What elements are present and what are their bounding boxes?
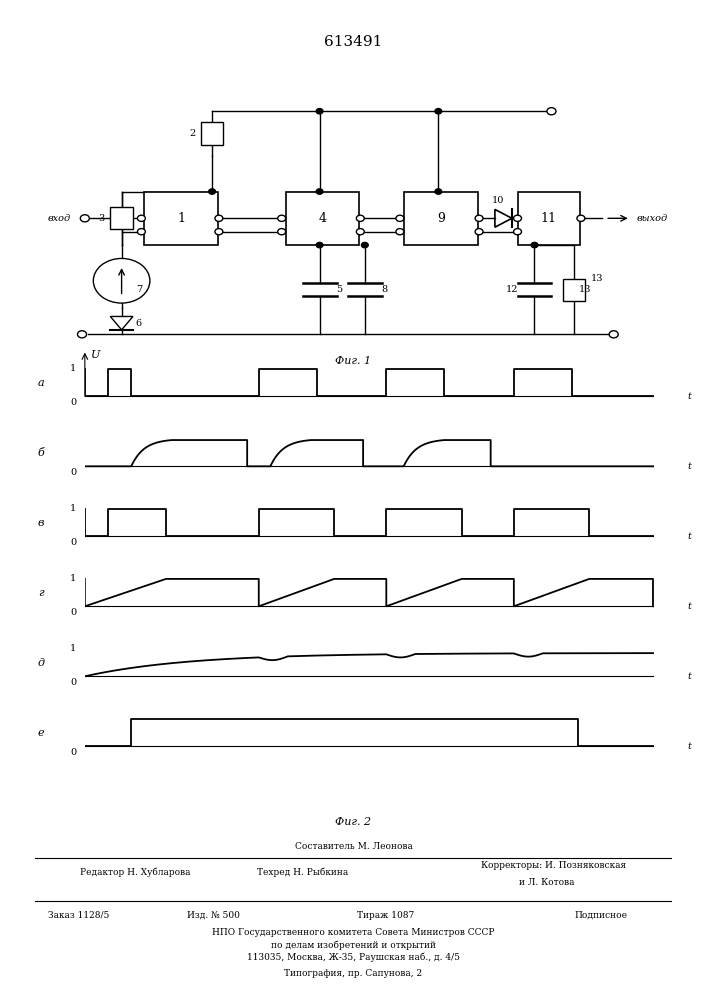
Text: б: б	[37, 448, 45, 458]
Text: Фиг. 1: Фиг. 1	[335, 356, 372, 366]
Text: Редактор Н. Хубларова: Редактор Н. Хубларова	[80, 868, 190, 877]
Bar	[518, 192, 580, 245]
Circle shape	[513, 229, 522, 235]
Text: t: t	[688, 742, 691, 751]
Text: t: t	[688, 462, 691, 471]
Circle shape	[475, 215, 483, 221]
Text: выход: выход	[636, 214, 667, 223]
Text: 4: 4	[318, 212, 327, 225]
Text: t: t	[688, 392, 691, 401]
Circle shape	[316, 189, 323, 194]
Circle shape	[137, 215, 146, 221]
Circle shape	[278, 215, 286, 221]
Text: Составитель М. Леонова: Составитель М. Леонова	[295, 842, 412, 851]
Text: 5: 5	[337, 285, 343, 294]
Circle shape	[361, 242, 368, 248]
Text: 1: 1	[177, 212, 185, 225]
Text: Тираж 1087: Тираж 1087	[357, 910, 414, 920]
Bar	[110, 207, 133, 229]
Text: 13: 13	[591, 274, 604, 283]
Circle shape	[435, 109, 442, 114]
Circle shape	[278, 229, 286, 235]
Text: Корректоры: И. Позняковская: Корректоры: И. Позняковская	[481, 860, 626, 869]
Text: а: а	[37, 378, 45, 388]
Text: 12: 12	[506, 285, 519, 294]
Circle shape	[316, 109, 323, 114]
Circle shape	[356, 229, 364, 235]
Circle shape	[81, 215, 89, 222]
Text: Техред Н. Рыбкина: Техред Н. Рыбкина	[257, 868, 349, 877]
Text: и Л. Котова: и Л. Котова	[519, 878, 575, 887]
Text: НПО Государственного комитета Совета Министров СССР: НПО Государственного комитета Совета Мин…	[212, 928, 495, 937]
Text: 3: 3	[98, 214, 105, 223]
Circle shape	[78, 331, 86, 338]
Bar	[404, 192, 478, 245]
Text: Заказ 1128/5: Заказ 1128/5	[48, 910, 110, 920]
Circle shape	[396, 229, 404, 235]
Text: 7: 7	[136, 285, 142, 294]
Text: t: t	[688, 532, 691, 541]
Text: Типография, пр. Сапунова, 2: Типография, пр. Сапунова, 2	[284, 969, 423, 978]
Text: 10: 10	[491, 196, 504, 205]
Text: 0: 0	[70, 398, 76, 407]
Circle shape	[531, 242, 538, 248]
Circle shape	[215, 229, 223, 235]
Text: 2: 2	[189, 129, 195, 138]
Text: 613491: 613491	[325, 35, 382, 49]
Text: Изд. № 500: Изд. № 500	[187, 910, 240, 920]
Text: 11: 11	[541, 212, 556, 225]
Circle shape	[547, 108, 556, 115]
Text: t: t	[688, 602, 691, 611]
Bar	[286, 192, 359, 245]
Text: 0: 0	[70, 538, 76, 547]
Bar	[144, 192, 218, 245]
Text: 0: 0	[70, 468, 76, 477]
Circle shape	[93, 258, 150, 303]
Bar	[563, 279, 585, 301]
Circle shape	[209, 189, 216, 194]
Text: 9: 9	[437, 212, 445, 225]
Text: Фиг. 2: Фиг. 2	[335, 817, 372, 827]
Circle shape	[435, 189, 442, 194]
Text: U: U	[90, 350, 100, 360]
Circle shape	[356, 215, 364, 221]
Text: t: t	[688, 672, 691, 681]
Text: 1: 1	[70, 644, 76, 653]
Text: в: в	[37, 518, 45, 528]
Circle shape	[396, 215, 404, 221]
Text: 8: 8	[382, 285, 388, 294]
Text: вход: вход	[48, 214, 71, 223]
Text: г: г	[39, 588, 45, 598]
Circle shape	[513, 215, 522, 221]
Text: 1: 1	[70, 364, 76, 373]
Text: по делам изобретений и открытий: по делам изобретений и открытий	[271, 940, 436, 950]
Text: Подписное: Подписное	[574, 910, 627, 920]
Circle shape	[137, 229, 146, 235]
Text: 1: 1	[70, 574, 76, 583]
Circle shape	[475, 229, 483, 235]
Text: 113035, Москва, Ж-35, Раушская наб., д. 4/5: 113035, Москва, Ж-35, Раушская наб., д. …	[247, 953, 460, 962]
Text: д: д	[37, 658, 45, 668]
Circle shape	[215, 215, 223, 221]
Text: 1: 1	[70, 504, 76, 513]
Text: 13: 13	[578, 285, 591, 294]
Text: 6: 6	[136, 319, 142, 328]
Text: 0: 0	[70, 608, 76, 617]
Circle shape	[577, 215, 585, 221]
Circle shape	[609, 331, 618, 338]
Text: 0: 0	[70, 678, 76, 687]
Text: е: е	[37, 728, 45, 738]
Circle shape	[316, 242, 323, 248]
Text: 0: 0	[70, 748, 76, 757]
Bar	[201, 122, 223, 145]
